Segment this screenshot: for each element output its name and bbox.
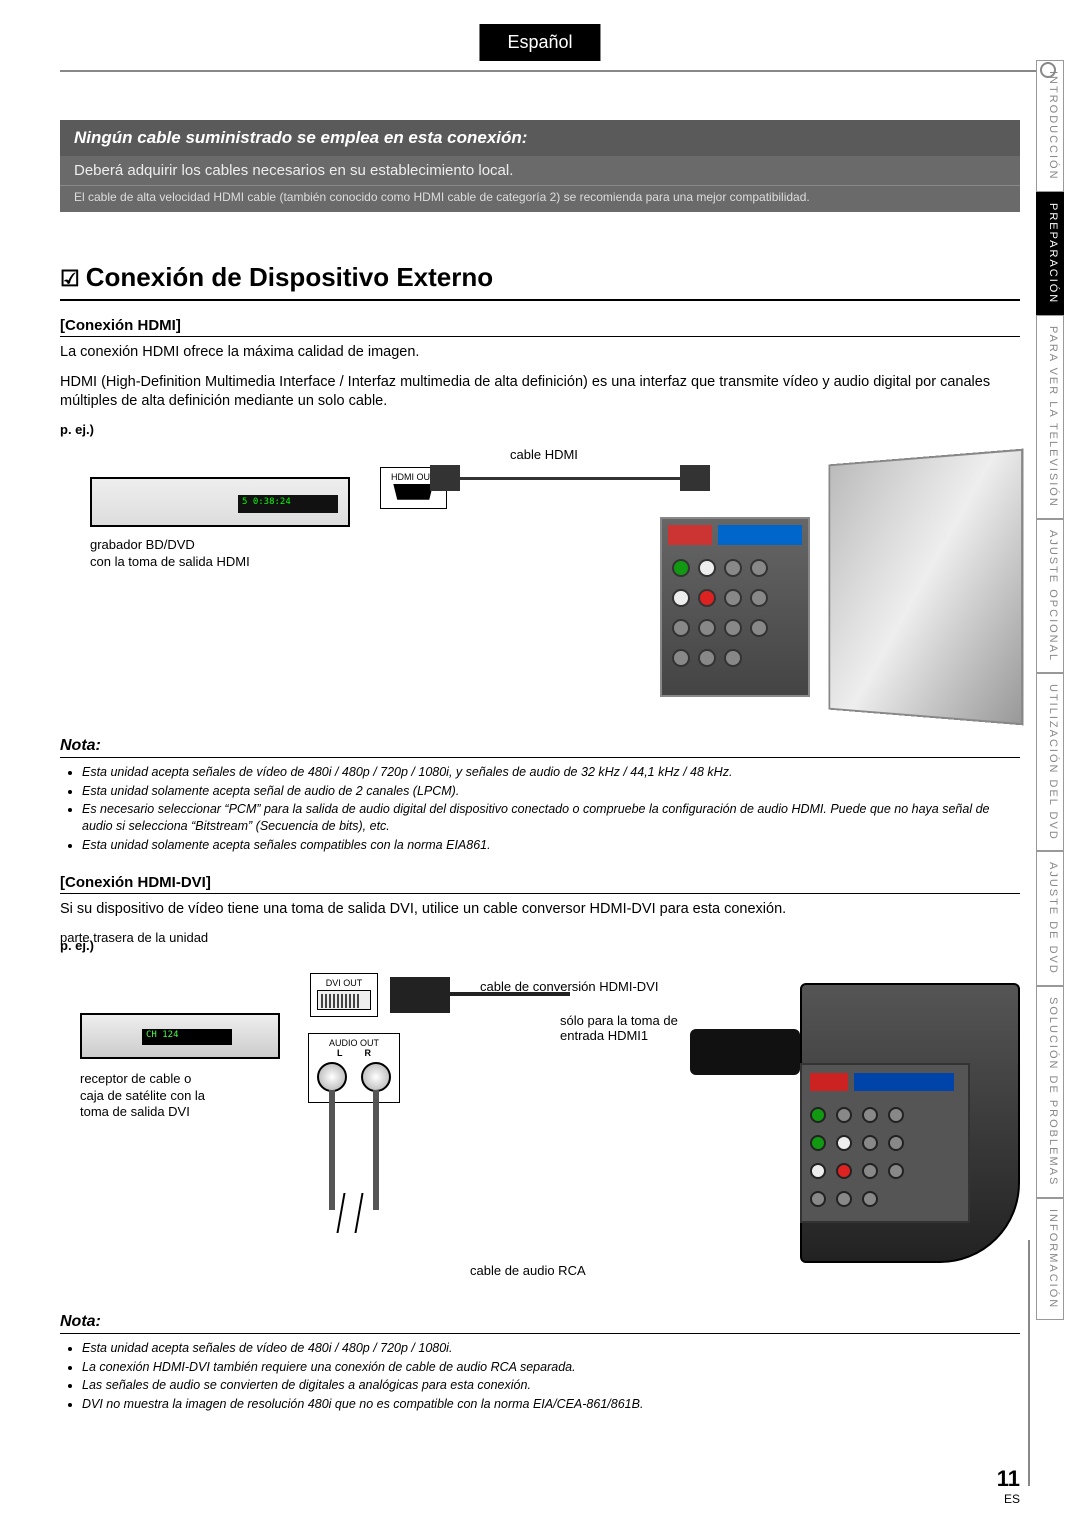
banner-footnote: El cable de alta velocidad HDMI cable (t…	[60, 185, 1020, 212]
R-label: R	[365, 1048, 372, 1058]
conversion-cable-label: cable de conversión HDMI-DVI	[480, 979, 658, 994]
side-tab-opt[interactable]: AJUSTE OPCIONAL	[1036, 519, 1064, 673]
section-title-text: Conexión de Dispositivo Externo	[86, 262, 493, 292]
side-tab-trouble[interactable]: SOLUCIÓN DE PROBLEMAS	[1036, 986, 1064, 1197]
recv-l1: receptor de cable o	[80, 1071, 191, 1086]
hdmi-dvi-diagram: CH 124 receptor de cable o caja de satél…	[60, 963, 1020, 1303]
hdmi-p2: HDMI (High-Definition Multimedia Interfa…	[60, 373, 1020, 412]
port-panel2-icon	[800, 1063, 970, 1223]
footer: 11 ES	[997, 1466, 1020, 1506]
hdmi-p1: La conexión HDMI ofrece la máxima calida…	[60, 343, 1020, 363]
check-icon: ☑	[60, 266, 80, 291]
tv-rear-label: parte trasera de la unidad	[60, 930, 208, 945]
tv-body-icon	[829, 448, 1024, 725]
dvi-plug-icon	[390, 977, 450, 1013]
hdmi-note-2: Esta unidad solamente acepta señal de au…	[82, 783, 1020, 800]
language-tab: Español	[479, 24, 600, 61]
banner-title: Ningún cable suministrado se emplea en e…	[60, 120, 1020, 156]
receiver-display: CH 124	[142, 1029, 232, 1045]
hdmi-cable-label: cable HDMI	[510, 447, 578, 462]
hdmi-diagram: 5 0:38:24 grabador BD/DVD con la toma de…	[60, 447, 1020, 727]
banner-subtitle: Deberá adquirir los cables necesarios en…	[60, 156, 1020, 185]
hdmi-notes: Esta unidad acepta señales de vídeo de 4…	[82, 764, 1020, 854]
hdmi-plug-icon	[690, 1029, 800, 1075]
info-banner: Ningún cable suministrado se emplea en e…	[60, 120, 1020, 212]
dvi-note-3: Las señales de audio se convierten de di…	[82, 1377, 1020, 1394]
dvi-out-icon: DVI OUT	[310, 973, 378, 1017]
main-content: ☑Conexión de Dispositivo Externo [Conexi…	[60, 262, 1020, 1413]
cable-break-icon	[336, 1193, 363, 1233]
hdmi-note-3: Es necesario seleccionar “PCM” para la s…	[82, 801, 1020, 835]
tv-rear-icon	[690, 983, 1020, 1283]
hdmi-dvi-notes: Esta unidad acepta señales de vídeo de 4…	[82, 1340, 1020, 1414]
side-tab-dvd-adj[interactable]: AJUSTE DE DVD	[1036, 851, 1064, 986]
receiver-icon: CH 124	[80, 1013, 280, 1059]
divider	[60, 70, 1036, 72]
hdmi-example-label: p. ej.)	[60, 422, 1020, 437]
hdmi-port-icon	[393, 484, 433, 500]
side-tab-prep[interactable]: PREPARACIÓN	[1036, 192, 1064, 315]
dvi-port-icon	[317, 990, 371, 1010]
dvd-label-l2: con la toma de salida HDMI	[90, 554, 250, 569]
hdmi-cable-icon	[460, 477, 680, 480]
receiver-label: receptor de cable o caja de satélite con…	[80, 1071, 205, 1122]
side-tab-intro[interactable]: INTRODUCCIÓN	[1036, 60, 1064, 192]
hdmi1-only-label: sólo para la toma de entrada HDMI1	[560, 1013, 678, 1044]
dvd-label: grabador BD/DVD con la toma de salida HD…	[90, 537, 250, 571]
dvd-player-icon: 5 0:38:24	[90, 477, 350, 527]
page-number: 11	[997, 1466, 1020, 1492]
side-tab-info[interactable]: INFORMACIÓN	[1036, 1198, 1064, 1320]
L-label: L	[337, 1048, 343, 1058]
rca-cable-label: cable de audio RCA	[470, 1263, 586, 1278]
jack-l-icon	[317, 1062, 347, 1092]
page-code: ES	[997, 1492, 1020, 1506]
section-title: ☑Conexión de Dispositivo Externo	[60, 262, 1020, 301]
side-tab-tv[interactable]: PARA VER LA TELEVISIÓN	[1036, 315, 1064, 519]
dvi-note-2: La conexión HDMI-DVI también requiere un…	[82, 1359, 1020, 1376]
hdmi-dvi-heading: [Conexión HDMI-DVI]	[60, 874, 1020, 894]
hdmi-dvi-p1: Si su dispositivo de vídeo tiene una tom…	[60, 900, 1020, 920]
side-tab-dvd-use[interactable]: UTILIZACIÓN DEL DVD	[1036, 673, 1064, 852]
hdmi-note-4: Esta unidad solamente acepta señales com…	[82, 837, 1020, 854]
footer-vline	[1028, 1240, 1030, 1486]
hdmi-dvi-nota: Nota:	[60, 1313, 1020, 1334]
hdmi-nota: Nota:	[60, 737, 1020, 758]
recv-l2: caja de satélite con la	[80, 1088, 205, 1103]
dvd-display: 5 0:38:24	[238, 495, 338, 513]
hdmi1-l2: entrada HDMI1	[560, 1028, 648, 1043]
dvd-label-l1: grabador BD/DVD	[90, 537, 195, 552]
tv-unit-icon: parte lateral o trasera de la unidad	[660, 457, 1020, 717]
side-tabs: INTRODUCCIÓN PREPARACIÓN PARA VER LA TEL…	[1036, 60, 1064, 1320]
recv-l3: toma de salida DVI	[80, 1104, 190, 1119]
audio-out-icon: AUDIO OUT L R	[308, 1033, 400, 1103]
jack-r-icon	[361, 1062, 391, 1092]
dvi-out-label: DVI OUT	[326, 978, 363, 988]
hdmi-note-1: Esta unidad acepta señales de vídeo de 4…	[82, 764, 1020, 781]
hdmi1-l1: sólo para la toma de	[560, 1013, 678, 1028]
port-panel-icon	[660, 517, 810, 697]
dvi-note-4: DVI no muestra la imagen de resolución 4…	[82, 1396, 1020, 1413]
hdmi-out-label: HDMI OUT	[391, 472, 436, 482]
dvi-note-1: Esta unidad acepta señales de vídeo de 4…	[82, 1340, 1020, 1357]
hdmi-heading: [Conexión HDMI]	[60, 317, 1020, 337]
audio-out-label: AUDIO OUT	[329, 1038, 379, 1048]
